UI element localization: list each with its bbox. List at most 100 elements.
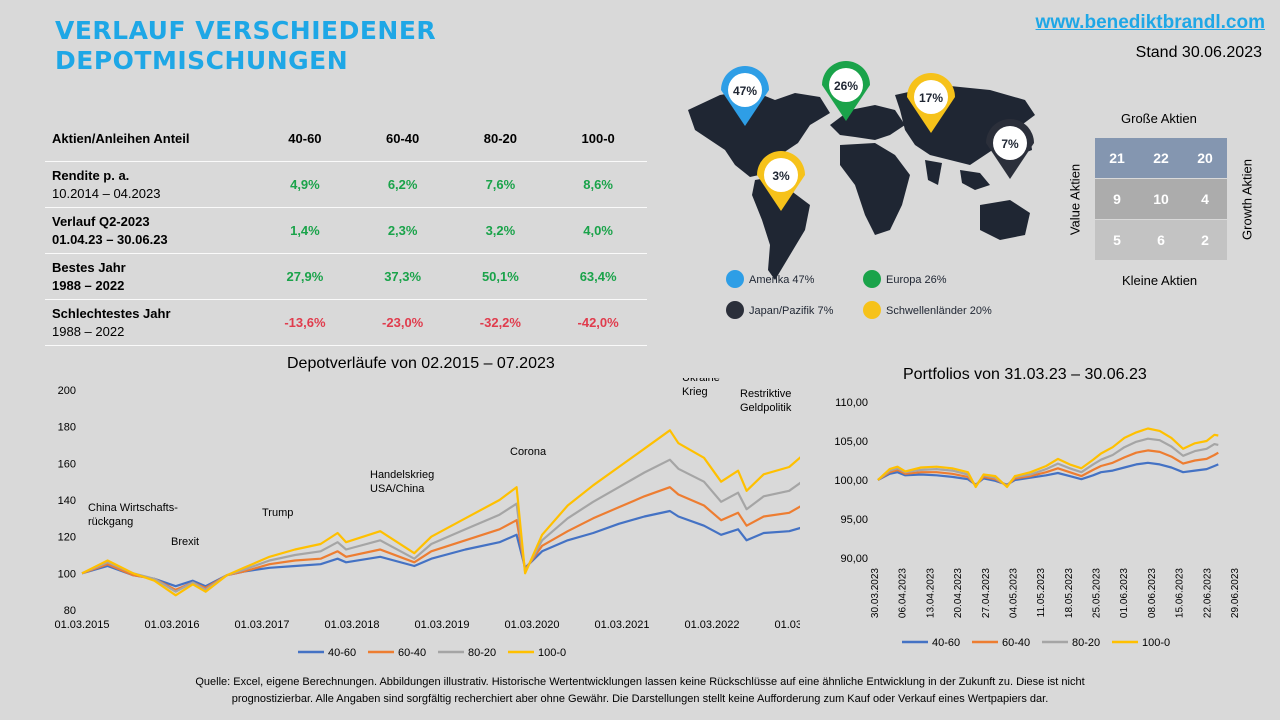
map-pin-icon: 26% <box>822 61 870 121</box>
table-cell: 6,2% <box>353 161 452 208</box>
row-title: Verlauf Q2-2023 <box>52 213 150 229</box>
disclaimer: Quelle: Excel, eigene Berechnungen. Abbi… <box>100 674 1180 708</box>
table-cell: 63,4% <box>549 253 647 300</box>
table-cell: 27,9% <box>256 253 354 300</box>
pin-label: 47% <box>733 84 757 98</box>
style-cell: 5 <box>1095 220 1139 260</box>
row-subtitle: 01.04.23 – 30.06.23 <box>52 231 168 247</box>
style-box-bottom-label: Kleine Aktien <box>1122 273 1198 288</box>
y-tick-label: 160 <box>58 458 76 470</box>
y-tick-label: 100 <box>58 568 76 580</box>
row-subtitle: 1988 – 2022 <box>52 277 125 293</box>
legend-dot <box>863 301 881 319</box>
x-tick-label: 01.03.2019 <box>414 619 469 631</box>
x-tick-label: 01.03.2021 <box>594 619 649 631</box>
chart-annotation: Ukraine <box>682 378 720 384</box>
x-tick-label: 11.05.2023 <box>1036 568 1047 618</box>
header-col-80-20: 80-20 <box>451 116 550 162</box>
y-tick-label: 200 <box>58 385 76 397</box>
map-pin-icon: 3% <box>757 151 805 211</box>
legend-label: Europa 26% <box>886 274 947 286</box>
chart1-title: Depotverläufe von 02.2015 – 07.2023 <box>287 355 555 372</box>
x-tick-label: 08.06.2023 <box>1147 568 1158 618</box>
pin-label: 7% <box>1001 137 1019 151</box>
series-line-60-40 <box>877 449 1219 487</box>
row-subtitle: 10.2014 – 04.2023 <box>52 185 161 201</box>
style-cell: 20 <box>1183 138 1227 178</box>
row-title: Rendite p. a. <box>52 167 130 183</box>
y-tick-label: 90,00 <box>840 553 868 565</box>
x-tick-label: 15.06.2023 <box>1175 568 1186 618</box>
x-tick-label: 22.06.2023 <box>1202 568 1213 618</box>
x-tick-label: 06.04.2023 <box>898 568 909 618</box>
legend-label: Amerika 47% <box>749 274 815 286</box>
style-cell: 22 <box>1139 138 1183 178</box>
title-line-2: DEPOTMISCHUNGEN <box>55 46 349 75</box>
table-cell: -42,0% <box>549 299 647 346</box>
table-cell: 50,1% <box>451 253 550 300</box>
y-tick-label: 110,00 <box>835 397 868 409</box>
row-subtitle: 1988 – 2022 <box>52 323 125 339</box>
style-box-left-label: Value Aktien <box>1067 163 1083 236</box>
header-col-60-40: 60-40 <box>353 116 452 162</box>
legend-label: 100-0 <box>538 647 566 659</box>
x-tick-label: 27.04.2023 <box>981 568 992 618</box>
legend-label: Japan/Pazifik 7% <box>749 305 834 317</box>
table-cell: 2,3% <box>353 207 452 254</box>
pin-label: 26% <box>834 79 858 93</box>
chart-annotation: Trump <box>262 507 293 519</box>
style-cell: 21 <box>1095 138 1139 178</box>
legend-label: 40-60 <box>328 647 356 659</box>
table-cell: -32,2% <box>451 299 550 346</box>
x-tick-label: 04.05.2023 <box>1008 568 1019 618</box>
returns-table: Aktien/Anleihen Anteil 40-60 60-40 80-20… <box>45 116 647 346</box>
x-tick-label: 20.04.2023 <box>953 568 964 618</box>
chart-annotation: rückgang <box>88 516 133 528</box>
x-tick-label: 01.03.2015 <box>54 619 109 631</box>
website-link[interactable]: www.benediktbrandl.com <box>1035 12 1265 33</box>
style-cell: 10 <box>1139 179 1183 219</box>
table-row: Schlechtestes Jahr 1988 – 2022 -13,6% -23… <box>45 299 647 346</box>
map-pin-icon: 17% <box>907 73 955 133</box>
chart-annotation: Krieg <box>682 386 708 398</box>
table-cell: 4,9% <box>256 161 354 208</box>
style-cell: 2 <box>1183 220 1227 260</box>
x-tick-label: 01.03.2023 <box>774 619 800 631</box>
legend-label: 80-20 <box>468 647 496 659</box>
legend-label: 40-60 <box>932 637 960 649</box>
table-cell: 7,6% <box>451 161 550 208</box>
series-line-100-0 <box>877 427 1219 489</box>
style-cell: 6 <box>1139 220 1183 260</box>
table-cell: -13,6% <box>256 299 354 346</box>
table-cell: 37,3% <box>353 253 452 300</box>
world-land-shape <box>688 77 1035 280</box>
series-line-40-60 <box>877 461 1219 486</box>
stand-date: Stand 30.06.2023 <box>1135 44 1262 61</box>
chart-annotation: Corona <box>510 446 547 458</box>
x-tick-label: 25.05.2023 <box>1092 568 1103 618</box>
style-box-right-label: Growth Aktien <box>1239 159 1255 240</box>
chart-annotation: USA/China <box>370 483 425 495</box>
series-line-40-60 <box>81 509 800 588</box>
table-cell: 3,2% <box>451 207 550 254</box>
map-pins: 47% 26% 17% 3% 7% <box>721 61 1034 211</box>
y-tick-label: 180 <box>58 422 76 434</box>
header-col-40-60: 40-60 <box>256 116 354 162</box>
table-cell: 1,4% <box>256 207 354 254</box>
x-tick-label: 01.03.2018 <box>324 619 379 631</box>
x-tick-label: 01.03.2022 <box>684 619 739 631</box>
legend-dot <box>726 270 744 288</box>
legend-label: 60-40 <box>1002 637 1030 649</box>
table-cell: 4,0% <box>549 207 647 254</box>
map-pin-icon: 47% <box>721 66 769 126</box>
x-tick-label: 18.05.2023 <box>1064 568 1075 618</box>
table-row: Bestes Jahr 1988 – 2022 27,9% 37,3% 50,1%… <box>45 253 647 300</box>
disclaimer-line-2: prognostizierbar. Alle Angaben sind sorg… <box>231 693 1049 705</box>
table-row: Rendite p. a. 10.2014 – 04.2023 4,9% 6,2%… <box>45 161 647 208</box>
x-tick-label: 29.06.2023 <box>1230 568 1241 618</box>
x-tick-label: 13.04.2023 <box>925 568 936 618</box>
y-tick-label: 105,00 <box>834 436 868 448</box>
row-title: Schlechtestes Jahr <box>52 305 171 321</box>
style-box-top-label: Große Aktien <box>1121 111 1197 126</box>
series-line-80-20 <box>81 458 800 593</box>
